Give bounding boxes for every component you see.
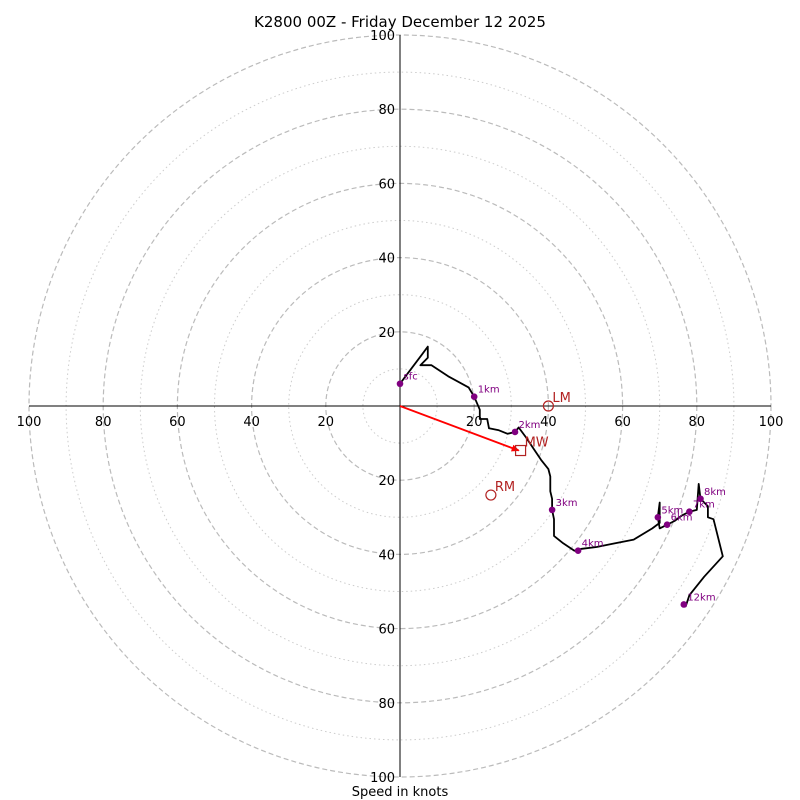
storm-motion-rm-label: RM <box>495 480 515 495</box>
x-tick-label: 20 <box>466 415 483 430</box>
x-tick-label: 80 <box>95 415 112 430</box>
level-label-sfc: sfc <box>404 372 418 383</box>
x-tick-label: 100 <box>759 415 784 430</box>
y-tick-label: 80 <box>378 103 395 118</box>
y-tick-label: 60 <box>378 623 395 638</box>
y-tick-label: 80 <box>378 697 395 712</box>
storm-motion-mw-marker <box>514 444 527 457</box>
storm-motion-markers: LM MW RM <box>485 391 571 501</box>
storm-motion-lm-label: LM <box>552 391 570 406</box>
x-axis-label: Speed in knots <box>352 785 449 800</box>
storm-motion-rm-marker <box>485 489 497 501</box>
storm-motion-lm-marker <box>542 400 555 412</box>
level-label-2km: 2km <box>519 420 541 431</box>
level-marker-6km <box>663 521 671 529</box>
y-tick-label: 100 <box>370 29 395 44</box>
y-tick-label: 20 <box>378 326 395 341</box>
level-label-4km: 4km <box>582 539 604 550</box>
level-marker-7km <box>686 508 693 516</box>
level-marker-1km <box>470 393 478 401</box>
level-marker-8km <box>697 495 704 503</box>
x-tick-label: 100 <box>17 415 42 430</box>
level-marker-4km <box>574 547 582 554</box>
x-tick-label: 40 <box>540 415 557 430</box>
level-label-5km: 5km <box>661 505 683 516</box>
shear-vector-group <box>399 405 520 452</box>
level-label-8km: 8km <box>704 487 726 498</box>
level-marker-3km <box>548 506 556 514</box>
level-label-1km: 1km <box>478 385 500 396</box>
shear-vector-arrow <box>399 405 520 452</box>
x-tick-label: 60 <box>614 415 631 430</box>
y-tick-label: 40 <box>378 252 395 267</box>
x-tick-label: 80 <box>689 415 706 430</box>
y-tick-label: 40 <box>378 548 395 563</box>
x-tick-label: 20 <box>318 415 335 430</box>
level-label-6km: 6km <box>671 513 693 524</box>
level-marker-2km <box>511 428 519 436</box>
y-tick-label: 20 <box>378 474 395 489</box>
tick-labels: 20 20 20 20 40 40 40 40 60 60 60 60 80 80 80 80 100 100 10… <box>17 29 784 786</box>
hodograph-trace-group <box>399 345 724 608</box>
level-label-7km: 7km <box>693 500 715 511</box>
y-tick-label: 60 <box>378 177 395 192</box>
chart-title: K2800 00Z - Friday December 12 2025 <box>254 13 546 31</box>
level-marker-12km <box>680 601 688 608</box>
hodograph-trace <box>399 345 724 608</box>
level-label-12km: 12km <box>687 592 715 603</box>
level-label-3km: 3km <box>556 498 578 509</box>
storm-motion-mw-label: MW <box>525 436 549 451</box>
level-marker-5km <box>654 514 662 521</box>
level-marker-sfc <box>396 380 404 388</box>
x-tick-label: 60 <box>169 415 186 430</box>
x-tick-label: 40 <box>243 415 260 430</box>
y-tick-label: 100 <box>370 771 395 786</box>
